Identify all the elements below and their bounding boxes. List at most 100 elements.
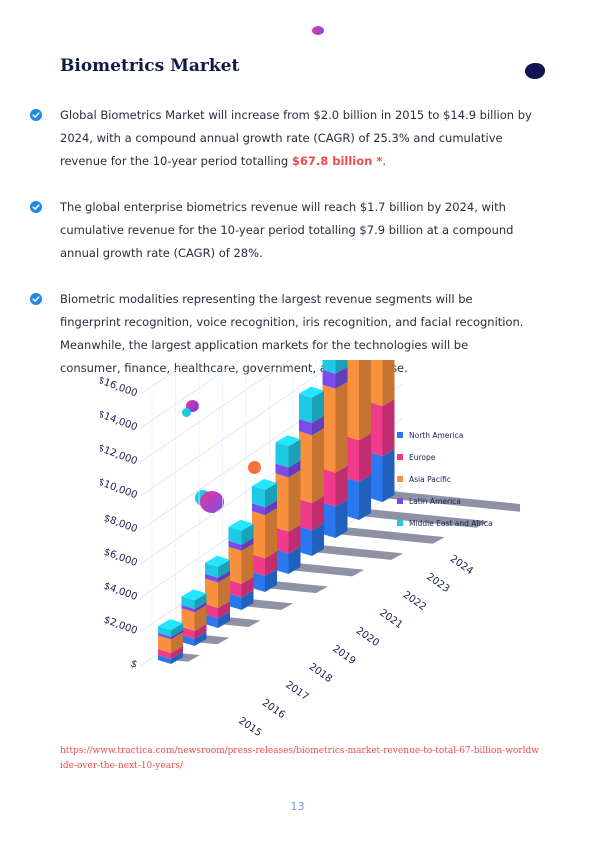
bar-segment-front xyxy=(205,603,218,619)
bullet-paragraph: Biometric modalities representing the la… xyxy=(60,292,524,375)
bar-segment-front xyxy=(369,452,383,502)
bar-segment-front xyxy=(275,549,289,574)
legend-swatch xyxy=(397,476,403,482)
page-title: Biometrics Market xyxy=(60,56,240,76)
bar-segment-side xyxy=(265,568,277,592)
bar-segment-side xyxy=(265,500,277,516)
bar-segment-side xyxy=(194,601,207,613)
bullet-text-end: . xyxy=(382,154,386,168)
bar-top xyxy=(275,435,301,447)
bar-segment-front xyxy=(299,431,312,504)
isometric-bar-chart: $ $2,000 $4,000 $6,000 $8,000 $10,000 $12,000 $… xyxy=(100,360,520,739)
bar-segment-front xyxy=(181,604,195,613)
bar-segment-side xyxy=(218,559,230,578)
bar-segment-front xyxy=(275,463,289,478)
bar-segment-side xyxy=(359,360,371,441)
bar-shadow xyxy=(265,581,328,594)
bar-segment-side xyxy=(265,508,277,559)
legend-label: Latin America xyxy=(409,497,461,506)
bar-segment-front xyxy=(158,635,171,653)
y-tick-label: $8,000 xyxy=(102,513,139,535)
bar-segment-side xyxy=(171,632,183,653)
bar-segment-front xyxy=(275,473,289,532)
decorative-blob xyxy=(312,26,324,35)
bar-segment-front xyxy=(158,648,171,659)
bar-shadow xyxy=(335,527,445,544)
bar-segment-side xyxy=(312,390,324,424)
bar-segment-front xyxy=(205,573,218,583)
bar-segment-side xyxy=(335,465,348,507)
bar-segment-front xyxy=(252,554,265,576)
bar-shadow xyxy=(288,563,365,577)
bar-shadow xyxy=(241,599,294,610)
bar-segment-side xyxy=(288,546,301,574)
x-tick-label: 2017 xyxy=(283,679,310,703)
bar-segment-front xyxy=(252,486,265,508)
bar-segment-side xyxy=(312,496,324,531)
bar-segment-side xyxy=(171,651,183,664)
bar-segment-side xyxy=(312,523,324,556)
bar-segment-side xyxy=(335,366,348,389)
bar-segment-side xyxy=(382,360,395,407)
bar-shadow xyxy=(359,509,489,528)
source-link[interactable]: https://www.tractica.com/newsroom/press-… xyxy=(60,746,539,771)
bar-segment-side xyxy=(335,360,348,374)
bar-segment-side xyxy=(312,428,324,504)
y-tick-label: $2,000 xyxy=(102,615,139,637)
legend-label: Europe xyxy=(409,453,436,462)
bar-segment-front xyxy=(181,596,195,609)
decorative-blob xyxy=(182,408,191,417)
bar-segment-front xyxy=(346,477,359,520)
bar-segment-front xyxy=(228,540,242,551)
bar-segment-front xyxy=(322,360,336,374)
bar-segment-side xyxy=(218,575,230,608)
bar-top xyxy=(228,519,254,531)
bar-segment-side xyxy=(265,551,277,576)
check-icon xyxy=(30,109,42,121)
bar-segment-side xyxy=(335,499,348,538)
y-tick-label: $4,000 xyxy=(102,581,139,603)
bar-shadow xyxy=(312,545,404,560)
bar-segment-side xyxy=(194,623,207,639)
x-tick-label: 2019 xyxy=(330,643,357,667)
bullet-text: Global Biometrics Market will increase f… xyxy=(60,108,532,168)
bar-segment-front xyxy=(322,384,336,473)
bar-segment-front xyxy=(181,608,195,631)
bar-segment-front xyxy=(228,546,242,584)
highlight-amount: $67.8 billion * xyxy=(291,154,383,168)
bullet-paragraph: Global Biometrics Market will increase f… xyxy=(60,104,532,173)
bar-segment-front xyxy=(205,562,218,578)
bar-segment-front xyxy=(275,527,289,554)
grid-line xyxy=(139,360,241,429)
bullet-paragraph: The global enterprise biometrics revenue… xyxy=(60,200,514,260)
bar-segment-side xyxy=(218,600,230,619)
bar-segment-side xyxy=(171,629,183,640)
bar-segment-side xyxy=(241,537,254,551)
bar-segment-side xyxy=(241,543,254,584)
bar-segment-side xyxy=(359,474,371,520)
bar-segment-side xyxy=(194,631,207,646)
bar-segment-side xyxy=(194,593,207,609)
bar-segment-side xyxy=(265,483,277,508)
bar-segment-side xyxy=(359,433,371,482)
bar-segment-front xyxy=(252,571,265,592)
y-tick-label: $10,000 xyxy=(100,477,139,501)
bar-segment-front xyxy=(299,526,312,556)
bar-segment-front xyxy=(369,360,383,407)
x-tick-label: 2021 xyxy=(377,607,404,631)
bar-segment-side xyxy=(218,570,230,583)
bar-segment-front xyxy=(228,579,242,598)
bar-segment-front xyxy=(369,402,383,457)
y-tick-label: $16,000 xyxy=(100,375,139,399)
x-tick-label: 2016 xyxy=(260,697,287,721)
bar-segment-front xyxy=(158,626,171,637)
x-tick-label: 2020 xyxy=(354,625,381,649)
bar-segment-front xyxy=(228,526,242,545)
bar-segment-side xyxy=(312,416,324,436)
legend-label: Asia Pacific xyxy=(409,475,451,484)
bar-segment-side xyxy=(241,590,254,610)
legend-label: Middle East and Africa xyxy=(409,519,493,528)
bar-segment-side xyxy=(335,381,348,473)
bar-segment-side xyxy=(171,623,183,637)
decorative-blob xyxy=(200,491,224,513)
